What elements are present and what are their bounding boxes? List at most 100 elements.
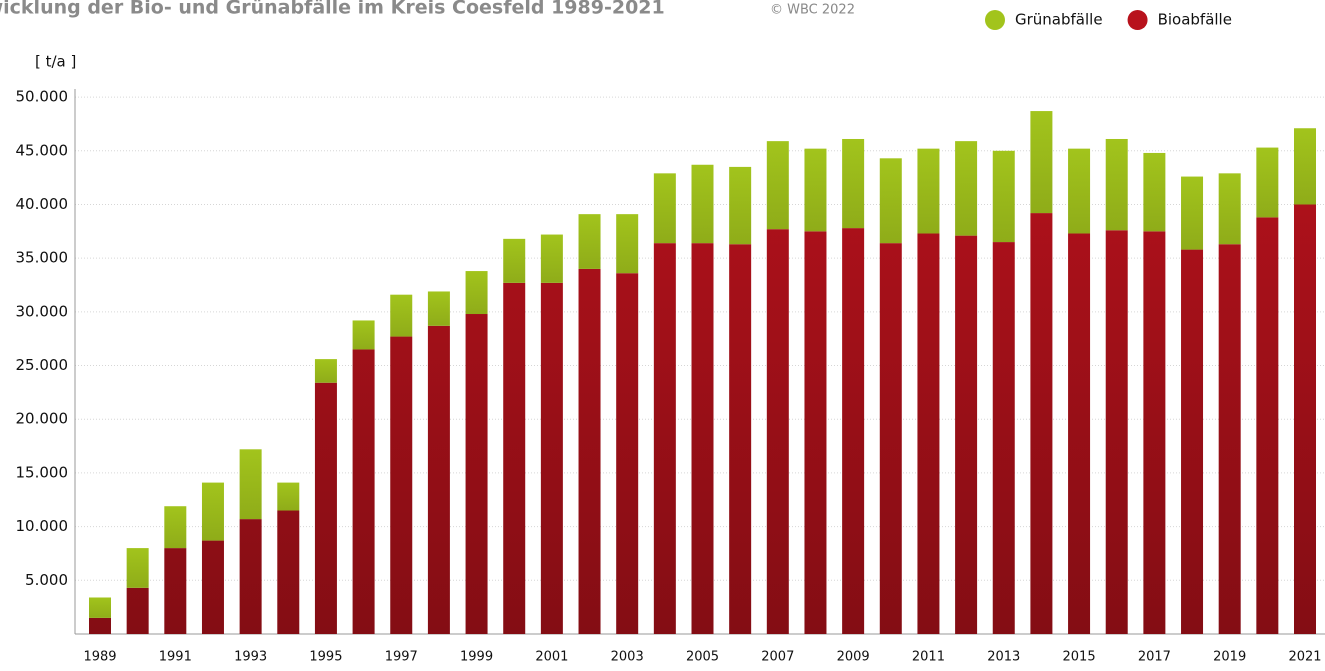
bar-segment — [503, 238, 526, 283]
chart-title: Entwicklung der Bio- und Grünabfälle im … — [0, 0, 665, 19]
bar-segment — [126, 548, 149, 588]
y-tick-label: 50.000 — [16, 88, 69, 106]
y-tick-label: 10.000 — [16, 517, 69, 535]
bar-segment — [427, 325, 450, 634]
x-tick-label: 2005 — [686, 650, 719, 665]
bar-segment — [1256, 217, 1279, 634]
x-tick-label: 2009 — [837, 650, 870, 665]
bar-segment — [1143, 231, 1166, 635]
bar-segment — [1105, 138, 1128, 231]
bar-segment — [201, 540, 224, 634]
bar-segment — [766, 229, 789, 634]
bar-segment — [578, 268, 601, 634]
legend-swatch — [985, 10, 1005, 30]
bar-segment — [955, 235, 978, 634]
y-tick-label: 20.000 — [16, 410, 69, 428]
legend-label: Grünabfälle — [1015, 11, 1103, 29]
x-tick-label: 2013 — [987, 650, 1020, 665]
y-tick-label: 15.000 — [16, 463, 69, 481]
bar-segment — [691, 164, 714, 244]
bar-segment — [955, 141, 978, 236]
bar-segment — [352, 349, 375, 634]
bar-segment — [503, 282, 526, 634]
x-tick-label: 1995 — [309, 650, 342, 665]
bar-segment — [164, 506, 187, 549]
bar-segment — [277, 482, 300, 511]
legend-swatch — [1127, 10, 1148, 30]
x-tick-label: 1999 — [460, 650, 493, 665]
bar-segment — [540, 234, 563, 283]
bar-segment — [390, 294, 413, 337]
x-tick-label: 2021 — [1288, 650, 1321, 665]
y-tick-label: 45.000 — [16, 141, 69, 159]
bar-segment — [277, 510, 300, 634]
bar-segment — [616, 214, 639, 274]
y-tick-label: 35.000 — [16, 249, 69, 267]
x-tick-label: 2019 — [1213, 650, 1246, 665]
x-tick-label: 1993 — [234, 650, 267, 665]
bar-segment — [390, 336, 413, 634]
bar-segment — [879, 243, 902, 634]
bar-segment — [465, 314, 488, 634]
bar-segment — [691, 243, 714, 634]
x-tick-label: 1997 — [385, 650, 418, 665]
bar-segment — [729, 244, 752, 635]
bar-segment — [1181, 249, 1204, 634]
y-tick-label: 40.000 — [16, 195, 69, 213]
bar-segment — [126, 587, 149, 634]
bar-segment — [729, 166, 752, 245]
chart-subtitle: © WBC 2022 — [770, 3, 855, 18]
bar-segment — [164, 548, 187, 634]
bar-segment — [842, 228, 865, 634]
bar-segment — [578, 214, 601, 269]
bar-segment — [842, 138, 865, 229]
bar-segment — [1256, 147, 1279, 218]
bar-segment — [1068, 233, 1091, 635]
bar-segment — [804, 231, 827, 635]
bar-segment — [1218, 244, 1241, 635]
bar-segment — [917, 148, 940, 234]
bar-segment — [1143, 152, 1166, 232]
x-tick-label: 2017 — [1138, 650, 1171, 665]
bar-segment — [1068, 148, 1091, 234]
bar-segment — [1030, 213, 1053, 634]
bar-segment — [766, 141, 789, 230]
x-tick-label: 2007 — [761, 650, 794, 665]
y-axis-label: [ t/a ] — [35, 53, 76, 71]
bar-segment — [465, 271, 488, 315]
bar-segment — [89, 617, 111, 634]
bar-segment — [917, 233, 940, 635]
bar-segment — [804, 148, 827, 232]
y-tick-label: 5.000 — [25, 571, 68, 589]
bar-segment — [239, 519, 262, 634]
bar-segment — [89, 597, 111, 618]
bar-segment — [1105, 230, 1128, 634]
x-tick-label: 1991 — [159, 650, 192, 665]
bar-segment — [1181, 176, 1204, 250]
x-tick-label: 2011 — [912, 650, 945, 665]
y-tick-label: 25.000 — [16, 356, 69, 374]
bar-segment — [1218, 173, 1241, 245]
bar-segment — [616, 273, 639, 634]
bar-segment — [879, 158, 902, 244]
bar-segment — [314, 359, 337, 383]
bar-segment — [1294, 204, 1316, 634]
bar-segment — [992, 150, 1015, 243]
bar-segment — [1030, 111, 1053, 214]
bar-segment — [314, 382, 337, 634]
bar-segment — [1294, 128, 1316, 205]
bar-segment — [352, 320, 375, 350]
legend-label: Bioabfälle — [1158, 11, 1232, 29]
x-tick-label: 2003 — [611, 650, 644, 665]
bar-segment — [427, 291, 450, 326]
y-tick-label: 30.000 — [16, 302, 69, 320]
x-tick-label: 1989 — [83, 650, 116, 665]
x-tick-label: 2001 — [535, 650, 568, 665]
bar-segment — [201, 482, 224, 541]
bar-segment — [653, 173, 676, 244]
bar-segment — [992, 242, 1015, 634]
bar-segment — [653, 243, 676, 634]
bar-segment — [239, 449, 262, 520]
x-tick-label: 2015 — [1063, 650, 1096, 665]
